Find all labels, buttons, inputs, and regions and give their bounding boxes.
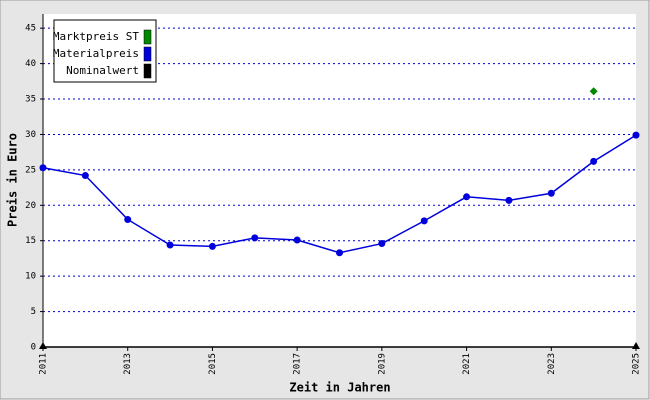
legend-box: [53, 19, 157, 83]
x-tick-label: 2019: [377, 353, 387, 375]
legend-label: Nominalwert: [66, 64, 139, 77]
x-tick-label: 2021: [462, 353, 472, 375]
legend-swatch: [143, 46, 152, 62]
y-tick-label: 40: [25, 59, 36, 69]
point: [336, 249, 343, 257]
point: [81, 172, 89, 180]
point: [166, 241, 174, 249]
legend-swatch: [143, 63, 152, 79]
point: [251, 234, 259, 242]
point: [547, 189, 555, 197]
x-axis-label: Zeit in Jahren: [289, 381, 390, 395]
y-tick-label: 10: [25, 272, 36, 282]
x-tick-label: 2013: [123, 353, 133, 375]
point: [463, 193, 471, 201]
point: [505, 196, 513, 204]
point: [124, 215, 132, 223]
x-tick-label: 2023: [547, 353, 557, 375]
legend-swatch: [143, 29, 152, 45]
y-tick-label: 5: [31, 307, 36, 317]
point: [293, 236, 301, 244]
point: [208, 242, 216, 250]
y-tick-label: 25: [25, 165, 36, 175]
legend-label: Marktpreis ST: [53, 30, 139, 43]
point: [632, 342, 640, 349]
x-tick-label: 2011: [39, 353, 49, 375]
y-tick-label: 30: [25, 130, 36, 140]
x-tick-label: 2017: [293, 353, 303, 375]
point: [589, 87, 598, 96]
point: [39, 342, 47, 349]
x-tick-label: 2025: [632, 353, 642, 375]
y-axis-label: Preis in Euro: [6, 133, 20, 227]
y-tick-label: 20: [25, 201, 36, 211]
legend: Marktpreis ST Materialpreis Nominalwert: [53, 19, 157, 83]
point: [632, 131, 640, 139]
point: [420, 217, 428, 225]
y-tick-label: 0: [31, 343, 36, 353]
x-tick-label: 2015: [208, 353, 218, 375]
y-tick-label: 45: [25, 24, 36, 34]
point: [378, 240, 386, 248]
point: [590, 157, 598, 165]
y-tick-label: 35: [25, 95, 36, 105]
y-tick-label: 15: [25, 236, 36, 246]
legend-label: Materialpreis: [53, 47, 139, 60]
point: [39, 164, 47, 172]
